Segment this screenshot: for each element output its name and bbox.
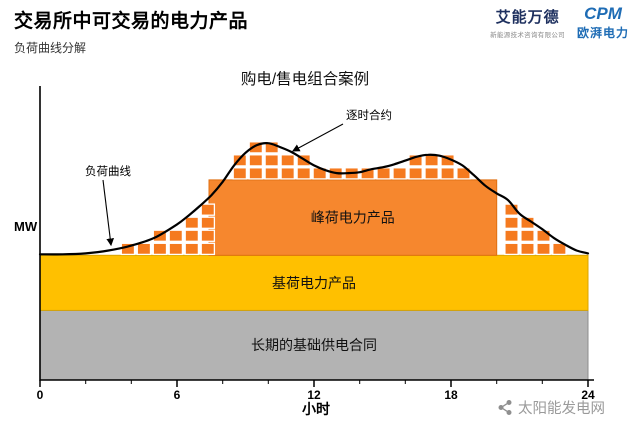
hourly-contract-block <box>136 242 152 256</box>
hourly-contract-block <box>456 167 471 180</box>
share-icon <box>498 400 512 415</box>
zone-label-base-load-product: 基荷电力产品 <box>272 275 356 291</box>
hourly-contract-block <box>424 167 439 180</box>
page-title: 交易所中可交易的电力产品 <box>14 11 249 32</box>
hourly-contract-block <box>264 167 279 180</box>
watermark-text: 太阳能发电网 <box>518 400 605 417</box>
hourly-contract-block <box>184 242 200 256</box>
hourly-contract-block <box>536 242 551 256</box>
hourly-contract-block <box>376 167 391 180</box>
logo-ainengwande: 艾能万德 新能源技术咨询有限公司 <box>490 6 565 39</box>
hourly-contract-block <box>520 229 535 242</box>
zone-base-load-product <box>39 254 589 311</box>
hourly-contract-block <box>184 216 200 229</box>
logo-oupai-name: 欧湃电力 <box>576 26 629 40</box>
hourly-contract-block <box>200 203 216 216</box>
annotation-layer: 负荷曲线 逐时合约 <box>85 108 392 247</box>
logo-ainengwande-subtext: 新能源技术咨询有限公司 <box>490 32 565 39</box>
logo-oupai-power: CPM 欧湃电力 <box>576 4 629 41</box>
y-axis-label: MW <box>14 219 38 234</box>
zone-label-peak-load-product: 峰荷电力产品 <box>311 210 395 226</box>
load-curve <box>38 142 590 256</box>
logo-oupai-mark-icon: CPM <box>584 4 622 23</box>
hourly-contract-block <box>504 216 519 229</box>
page-subtitle: 负荷曲线分解 <box>14 41 87 55</box>
hourly-contract-block <box>408 167 423 180</box>
hourly-contract-label: 逐时合约 <box>346 108 392 122</box>
watermark: 太阳能发电网 <box>498 400 605 417</box>
hourly-contract-block <box>504 242 519 256</box>
hourly-contract-block <box>280 167 295 180</box>
x-tick-label: 0 <box>37 388 44 402</box>
hourly-contract-block <box>264 154 279 167</box>
hourly-contract-block <box>536 229 551 242</box>
logo-ainengwande-name: 艾能万德 <box>495 9 560 26</box>
hourly-contract-block <box>232 154 248 167</box>
hourly-contract-block <box>248 141 264 154</box>
company-logos: 艾能万德 新能源技术咨询有限公司 CPM 欧湃电力 <box>490 4 629 41</box>
load-curve-layer <box>38 142 590 256</box>
hourly-contract-block <box>440 167 455 180</box>
hourly-contract-block <box>248 154 264 167</box>
load-curve-label: 负荷曲线 <box>85 164 131 178</box>
hourly-contract-block <box>152 242 168 256</box>
zone-label-long-term-base-contract: 长期的基础供电合同 <box>251 337 377 353</box>
hourly-contract-block <box>520 242 535 256</box>
x-tick-label: 24 <box>581 388 595 402</box>
hourly-contract-block <box>232 167 248 180</box>
chart-title: 购电/售电组合案例 <box>241 70 369 88</box>
load-curve-label-arrow <box>102 179 115 247</box>
hourly-contract-block <box>504 229 519 242</box>
hourly-contract-block <box>168 242 184 256</box>
hourly-contract-block <box>360 167 375 180</box>
x-tick-label: 18 <box>444 388 458 402</box>
zone-peak-load-product <box>208 179 498 256</box>
page-header: 交易所中可交易的电力产品 负荷曲线分解 <box>14 6 248 56</box>
hourly-contract-block <box>248 167 264 180</box>
hourly-contract-block <box>280 154 295 167</box>
hourly-contract-block <box>552 242 567 256</box>
x-tick-label: 12 <box>307 388 321 402</box>
hourly-contract-block <box>392 167 407 180</box>
axis-layer: 0 6 12 18 24 <box>37 86 595 402</box>
x-axis-label: 小时 <box>302 401 330 417</box>
x-tick-label: 6 <box>174 388 181 402</box>
hourly-contract-block <box>200 229 216 242</box>
hourly-contract-block <box>200 216 216 229</box>
hourly-contract-block <box>296 167 311 180</box>
hourly-contract-block <box>184 229 200 242</box>
hourly-contract-label-arrow <box>291 123 344 152</box>
hourly-contract-block <box>424 154 439 167</box>
hourly-contract-block <box>200 242 216 256</box>
hourly-contract-block <box>168 229 184 242</box>
